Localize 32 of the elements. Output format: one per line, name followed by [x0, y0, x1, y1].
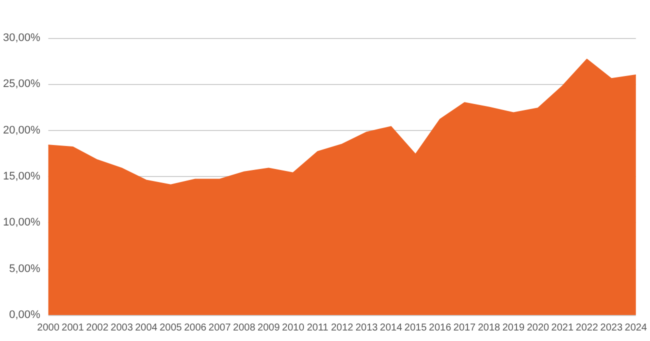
x-tick-label: 2019	[502, 322, 526, 334]
y-tick-label: 10,00%	[2, 216, 41, 229]
x-tick-label: 2023	[600, 322, 623, 334]
x-tick-label: 2006	[184, 322, 207, 334]
x-tick-label: 2022	[576, 322, 598, 334]
x-tick-label: 2000	[37, 322, 60, 334]
x-tick-label: 2024	[624, 322, 648, 334]
x-tick-label: 2018	[478, 322, 501, 334]
y-tick-label: 20,00%	[2, 124, 41, 136]
x-tick-label: 2005	[160, 322, 182, 334]
x-tick-label: 2001	[62, 322, 84, 334]
x-tick-label: 2002	[86, 322, 109, 334]
x-tick-label: 2010	[282, 322, 305, 334]
x-tick-label: 2008	[233, 322, 256, 334]
x-tick-label: 2021	[551, 322, 574, 334]
y-tick-label: 5,00%	[9, 262, 41, 275]
x-tick-label: 2003	[110, 322, 134, 334]
y-tick-label: 30,00%	[2, 32, 41, 44]
x-tick-label: 2014	[380, 322, 403, 334]
y-tick-label: 25,00%	[2, 78, 41, 90]
x-tick-label: 2009	[258, 322, 280, 334]
x-tick-label: 2012	[330, 322, 354, 334]
x-tick-label: 2011	[306, 322, 329, 334]
y-tick-label: 0,00%	[9, 309, 41, 321]
x-tick-label: 2015	[404, 322, 428, 334]
x-tick-label: 2020	[526, 322, 550, 334]
x-tick-label: 2016	[428, 322, 452, 334]
x-tick-label: 2007	[208, 322, 232, 334]
y-tick-label: 15,00%	[2, 170, 41, 182]
x-tick-label: 2004	[135, 322, 158, 334]
x-tick-label: 2017	[453, 322, 476, 334]
x-tick-label: 2013	[355, 322, 378, 334]
